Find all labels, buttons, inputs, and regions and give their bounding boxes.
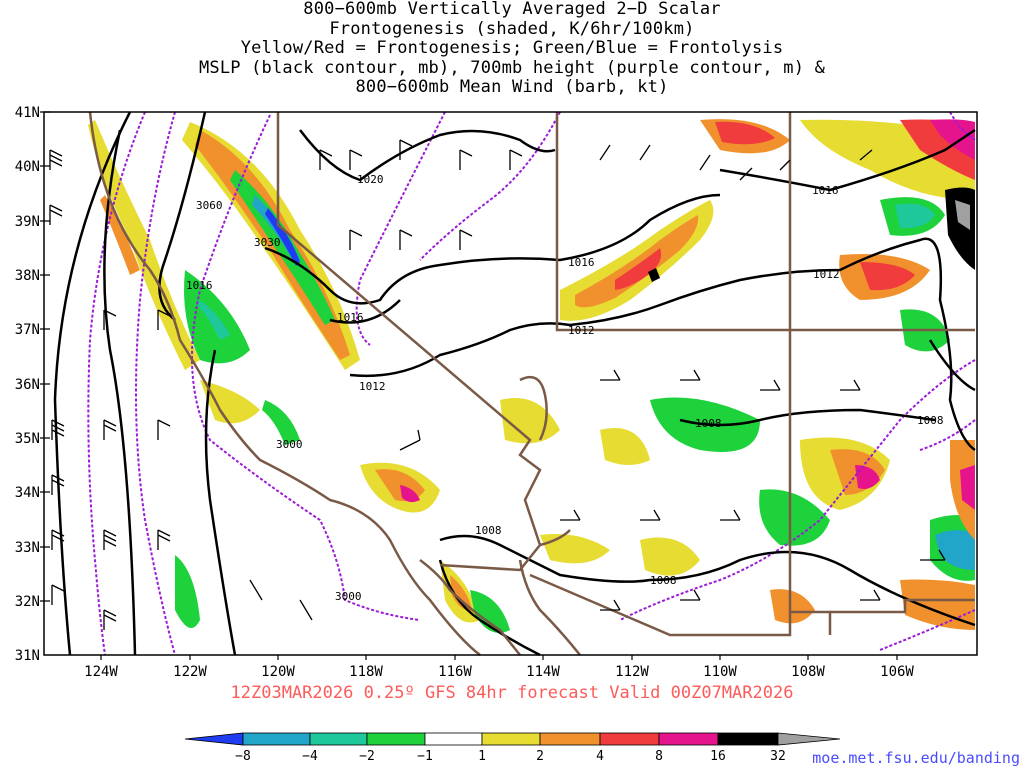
lon-label: 114W bbox=[526, 664, 560, 680]
isobar-label: 1016 bbox=[568, 256, 595, 269]
lat-label: 33N bbox=[15, 540, 40, 556]
height-label: 3030 bbox=[254, 236, 281, 249]
title-line-5: 800−600mb Mean Wind (barb, kt) bbox=[355, 77, 669, 97]
lat-label: 31N bbox=[15, 648, 40, 664]
isobar-label: 1008 bbox=[475, 524, 502, 537]
height-label: 3060 bbox=[196, 199, 223, 212]
title-line-2: Frontogenesis (shaded, K/6hr/100km) bbox=[329, 18, 695, 39]
height-labels: 3060 3030 3000 3000 bbox=[196, 199, 362, 603]
lat-label: 34N bbox=[15, 485, 40, 501]
isobar-label: 1020 bbox=[357, 173, 384, 186]
longitude-axis: 124W 122W 120W 118W 116W 114W 112W 110W … bbox=[84, 664, 914, 680]
lat-label: 32N bbox=[15, 594, 40, 610]
height-label: 3000 bbox=[276, 438, 303, 451]
mslp-isobars bbox=[53, 111, 976, 657]
height-contours bbox=[87, 111, 976, 656]
lon-label: 122W bbox=[173, 664, 207, 680]
isobar-label: 1008 bbox=[650, 574, 677, 587]
isobar-labels: 1020 1016 1016 1016 1016 1012 1012 1012 … bbox=[186, 173, 944, 587]
map-title: 800−600mb Vertically Averaged 2−D Scalar… bbox=[0, 0, 1024, 98]
latitude-axis: 41N 40N 39N 38N 37N 36N 35N 34N 33N 32N … bbox=[15, 105, 40, 664]
isobar-label: 1008 bbox=[695, 417, 722, 430]
latitude-ticks bbox=[40, 111, 50, 602]
lon-label: 120W bbox=[261, 664, 295, 680]
isobar-label: 1016 bbox=[186, 279, 213, 292]
lat-label: 35N bbox=[15, 431, 40, 447]
lon-label: 112W bbox=[615, 664, 649, 680]
lat-label: 39N bbox=[15, 214, 40, 230]
wind-barbs bbox=[49, 139, 946, 630]
isobar-label: 1012 bbox=[568, 324, 595, 337]
isobar-label: 1016 bbox=[812, 184, 839, 197]
state-borders bbox=[88, 111, 975, 656]
isobar-label: 1012 bbox=[359, 380, 386, 393]
isobar-label: 1008 bbox=[917, 414, 944, 427]
height-label: 3000 bbox=[335, 590, 362, 603]
lon-label: 116W bbox=[438, 664, 472, 680]
lon-label: 108W bbox=[791, 664, 825, 680]
isobar-label: 1016 bbox=[337, 311, 364, 324]
lon-label: 118W bbox=[349, 664, 383, 680]
title-line-1: 800−600mb Vertically Averaged 2−D Scalar bbox=[303, 0, 721, 19]
title-line-4: MSLP (black contour, mb), 700mb height (… bbox=[198, 57, 826, 78]
lat-label: 38N bbox=[15, 268, 40, 284]
lon-label: 106W bbox=[880, 664, 914, 680]
title-line-3: Yellow/Red = Frontogenesis; Green/Blue =… bbox=[240, 38, 784, 58]
lat-label: 36N bbox=[15, 377, 40, 393]
frontogenesis-shading bbox=[88, 119, 975, 633]
forecast-valid-footer: 12Z03MAR2026 0.25º GFS 84hr forecast Val… bbox=[230, 683, 794, 703]
lat-label: 40N bbox=[15, 159, 40, 175]
isobar-label: 1012 bbox=[813, 268, 840, 281]
lat-label: 37N bbox=[15, 322, 40, 338]
lat-label: 41N bbox=[15, 105, 40, 121]
lon-label: 124W bbox=[84, 664, 118, 680]
longitude-ticks bbox=[100, 655, 898, 660]
lon-label: 110W bbox=[703, 664, 737, 680]
credit-link[interactable]: moe.met.fsu.edu/banding bbox=[812, 749, 1020, 767]
